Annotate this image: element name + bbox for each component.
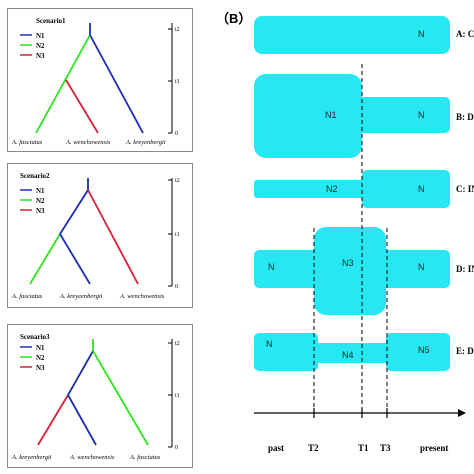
timeline-present-label: present [420,443,448,453]
model-e-label-n5: N5 [418,345,430,355]
model-a-box [254,16,450,54]
model-e-label-n: N [266,339,273,349]
model-b-current-box [358,97,450,133]
model-e-middle-box [314,343,390,363]
axis-t1: t1 [175,232,180,238]
scenario3-tree: Scenario3 N1 N2 N3 t2 t1 0 A. kreyenberg… [11,333,180,461]
legend-n3-label: N3 [36,52,45,60]
legend-n1-label: N1 [36,187,45,195]
axis-t2: t2 [175,27,180,33]
scenario1-tree: Scenario1 N1 N2 N3 t2 t1 0 A. fasciatus … [11,17,180,146]
scenario2-title: Scenario2 [20,172,50,180]
legend-n2-label: N2 [36,42,45,50]
species-label: A. kreyenbergii [11,454,52,461]
model-c-label-n2: N2 [326,184,338,194]
branch-kreyenbergii [37,394,69,446]
branch-wenchowensis [67,394,97,446]
axis-t1: t1 [175,393,180,399]
scenario3-title: Scenario3 [20,333,50,341]
model-b-label-n1: N1 [325,110,337,120]
timeline-t2-label: T2 [308,443,319,453]
branch-kreyeenbergii [59,233,91,285]
model-c-label-n: N [418,184,425,194]
model-b-label-n: N [418,110,425,120]
legend-n2-label: N2 [36,354,45,362]
timeline-arrow-icon [458,409,466,417]
axis-zero: 0 [175,445,178,451]
species-label: A. wenchowensis [69,454,115,461]
model-a-label: N [418,29,425,39]
legend-n1-label: N1 [36,344,45,352]
species-label: A. fasciatus [11,139,43,146]
axis-t1: t1 [175,79,180,85]
axis-t2: t2 [175,341,180,347]
species-label: A. kreyeenbergii [59,293,103,300]
scenario2-panel: Scenario2 N1 N2 N3 t2 t1 0 A. fasciatus … [7,163,193,308]
branch-wenchowensis [87,189,139,285]
species-label: A. fasciatus [129,454,161,461]
model-e-current-box [386,333,450,371]
model-e-side-label: E: DEC [456,346,474,356]
axis-zero: 0 [175,131,178,137]
timeline-t3-label: T3 [380,443,391,453]
legend-n3-label: N3 [36,207,45,215]
legend-n1-label: N1 [36,32,45,40]
branch-fasciatus [92,350,149,446]
species-label: A. wenchowensis [119,293,165,300]
model-d-ancestral-box [254,250,318,288]
internal-branch [67,350,94,396]
model-e-label-n4: N4 [342,350,354,360]
model-a-side-label: A: CON [456,29,474,39]
timeline-t1-label: T1 [358,443,369,453]
model-d-label-n3: N3 [342,258,354,268]
model-d-side-label: D: INC [456,264,474,274]
timeline-past-label: past [268,443,284,453]
internal-branch [59,189,89,235]
panel-b-label: （B） [216,11,252,26]
model-e-ancestral-box [254,333,318,371]
model-b-side-label: B: DE [456,112,474,122]
model-c-side-label: C: INC [456,184,474,194]
scenario1-panel: Scenario1 N1 N2 N3 t2 t1 0 A. fasciatus … [7,8,193,152]
species-label: A. kreyenbergii [125,139,166,146]
scenario3-panel: Scenario3 N1 N2 N3 t2 t1 0 A. kreyenberg… [7,324,193,468]
scenario1-title: Scenario1 [36,17,66,25]
branch-fasciatus [35,34,91,134]
branch-kreyenbergii [89,34,144,134]
model-c-current-box [362,170,450,208]
model-b-ancestral-box [254,74,362,158]
model-d-label-n-left: N [268,262,275,272]
branch-wenchowensis [65,79,99,134]
axis-zero: 0 [175,284,178,290]
model-d-middle-box [314,227,386,315]
model-c-ancestral-box [254,180,364,198]
legend-n2-label: N2 [36,197,45,205]
legend-n3-label: N3 [36,364,45,372]
model-d-current-box [382,250,450,288]
species-label: A. fasciatus [11,293,43,300]
axis-t2: t2 [175,178,180,184]
scenario2-tree: Scenario2 N1 N2 N3 t2 t1 0 A. fasciatus … [11,172,180,300]
model-d-label-n-right: N [418,262,425,272]
branch-fasciatus [29,233,61,285]
species-label: A. wenchowensis [65,139,111,146]
